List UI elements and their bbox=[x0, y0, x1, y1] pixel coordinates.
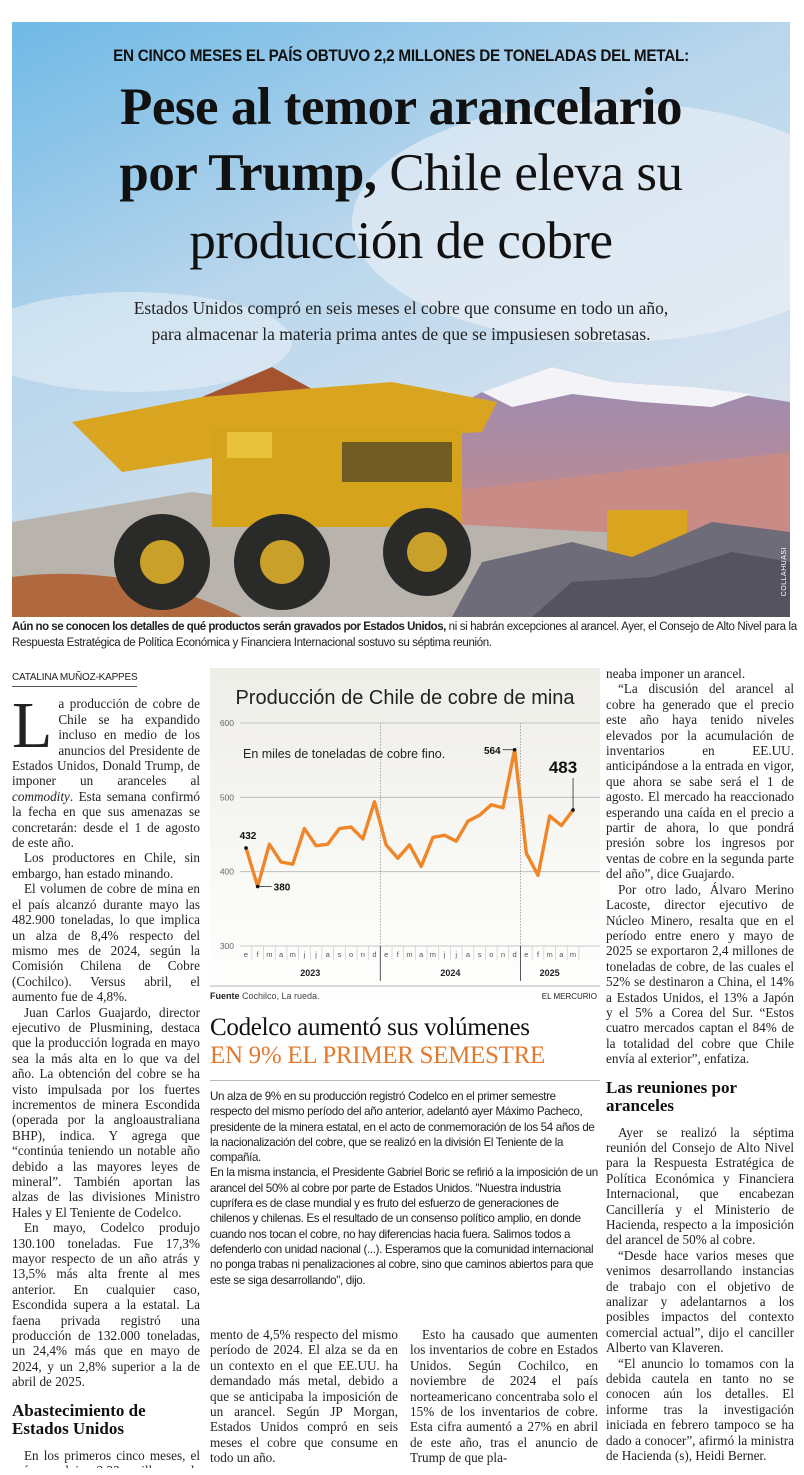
x-tick-label: m bbox=[430, 950, 436, 959]
byline: CATALINA MUÑOZ-KAPPES bbox=[12, 670, 138, 688]
article-column-2: mento de 4,5% respecto del mismo período… bbox=[210, 1327, 398, 1469]
year-label: 2023 bbox=[300, 968, 320, 978]
x-tick-label: d bbox=[513, 950, 517, 959]
x-tick-label: e bbox=[524, 950, 528, 959]
mining-truck-image bbox=[12, 22, 790, 617]
data-label: 564 bbox=[484, 746, 501, 757]
chart-publisher: EL MERCURIO bbox=[542, 992, 597, 1001]
x-tick-label: n bbox=[361, 950, 365, 959]
paragraph: Un alza de 9% en su producción registró … bbox=[210, 1090, 595, 1165]
x-tick-label: n bbox=[501, 950, 505, 959]
label-dot bbox=[512, 747, 517, 752]
x-tick-label: d bbox=[372, 950, 376, 959]
y-tick-label: 500 bbox=[220, 792, 234, 802]
article-column-4: neaba imponer un arancel. “La discusión … bbox=[606, 666, 794, 1468]
kicker: EN CINCO MESES EL PAÍS OBTUVO 2,2 MILLON… bbox=[113, 46, 689, 65]
x-tick-label: m bbox=[290, 950, 296, 959]
x-tick-label: s bbox=[478, 950, 482, 959]
x-tick-label: o bbox=[489, 950, 493, 959]
x-tick-label: f bbox=[257, 950, 260, 959]
y-tick-label: 300 bbox=[220, 941, 234, 951]
x-tick-label: j bbox=[454, 950, 457, 959]
paragraph: En la misma instancia, el Presidente Gab… bbox=[210, 1166, 598, 1287]
sidebar-title: Codelco aumentó sus volúmenes bbox=[210, 1014, 530, 1041]
photo-credit: COLLAHUASI bbox=[781, 547, 788, 597]
paragraph: En mayo, Codelco produjo 130.100 tonelad… bbox=[12, 1220, 200, 1390]
data-label: 483 bbox=[549, 758, 577, 777]
x-tick-label: m bbox=[406, 950, 412, 959]
paragraph: “El anuncio lo tomamos con la debida cau… bbox=[606, 1355, 794, 1464]
paragraph: En los primeros cinco meses, el país pro… bbox=[12, 1447, 200, 1468]
subhead: Abastecimiento de Estados Unidos bbox=[12, 1400, 146, 1438]
subhead: Las reuniones por aranceles bbox=[606, 1077, 737, 1115]
paragraph: Esto ha causado que aumenten los inventa… bbox=[410, 1327, 598, 1466]
paragraph: Juan Carlos Guajardo, director ejecutivo… bbox=[12, 1004, 200, 1220]
data-label: 432 bbox=[240, 831, 257, 842]
hero-photo: EN CINCO MESES EL PAÍS OBTUVO 2,2 MILLON… bbox=[12, 22, 790, 617]
paragraph: Los productores en Chile, sin embargo, h… bbox=[12, 850, 200, 881]
y-tick-label: 600 bbox=[220, 718, 234, 728]
y-tick-label: 400 bbox=[220, 867, 234, 877]
sidebar-body: Un alza de 9% en su producción registró … bbox=[210, 1080, 600, 1288]
headline-line-1: Pese al temor arancelario bbox=[120, 78, 682, 136]
paragraph: neaba imponer un arancel. bbox=[606, 666, 746, 681]
chart: Producción de Chile de cobre de mina En … bbox=[210, 668, 790, 1005]
year-label: 2025 bbox=[540, 968, 560, 978]
x-tick-label: m bbox=[547, 950, 553, 959]
data-label: 380 bbox=[274, 883, 291, 894]
x-tick-label: a bbox=[326, 950, 331, 959]
x-tick-label: j bbox=[314, 950, 317, 959]
paragraph: mento de 4,5% respecto del mismo período… bbox=[210, 1327, 398, 1466]
x-tick-label: o bbox=[349, 950, 353, 959]
x-tick-label: a bbox=[466, 950, 471, 959]
paragraph: “La discusión del arancel al cobre ha ge… bbox=[606, 681, 794, 882]
photo-caption: Aún no se conocen los detalles de qué pr… bbox=[12, 621, 797, 649]
paragraph: Ayer se realizó la séptima reunión del C… bbox=[606, 1124, 794, 1248]
label-dot bbox=[255, 884, 260, 889]
x-tick-label: a bbox=[559, 950, 564, 959]
x-tick-label: s bbox=[338, 950, 342, 959]
paragraph: “Desde hace varios meses que venimos des… bbox=[606, 1247, 794, 1356]
drop-cap: L bbox=[12, 689, 53, 763]
sidebar-title-highlight: EN 9% EL PRIMER SEMESTRE bbox=[210, 1042, 545, 1069]
truck bbox=[72, 382, 497, 610]
chart-source-label: Fuente bbox=[210, 991, 240, 1001]
headline-line-2: por Trump, Chile eleva su bbox=[119, 144, 683, 202]
label-dot bbox=[244, 846, 248, 850]
deck: Estados Unidos compró en seis meses el c… bbox=[133, 298, 669, 344]
x-tick-label: j bbox=[443, 950, 446, 959]
chart-subtitle: En miles de toneladas de cobre fino. bbox=[243, 747, 445, 761]
chart-title: Producción de Chile de cobre de mina bbox=[235, 687, 575, 709]
x-tick-label: f bbox=[537, 950, 540, 959]
headline-line-3: producción de cobre bbox=[189, 212, 613, 270]
chart-source: Cochilco, La rueda. bbox=[242, 991, 320, 1001]
year-label: 2024 bbox=[440, 968, 460, 978]
paragraph: El volumen de cobre de mina en el país a… bbox=[12, 881, 200, 1005]
codelco-sidebar: Codelco aumentó sus volúmenes EN 9% EL P… bbox=[210, 1013, 600, 1287]
x-tick-label: a bbox=[419, 950, 424, 959]
x-tick-label: m bbox=[570, 950, 576, 959]
article-column-3: Esto ha causado que aumenten los inventa… bbox=[410, 1327, 598, 1469]
x-tick-label: j bbox=[303, 950, 306, 959]
production-line bbox=[244, 748, 575, 889]
x-tick-label: a bbox=[279, 950, 284, 959]
paragraph: Por otro lado, Álvaro Merino Lacoste, di… bbox=[606, 881, 794, 1067]
x-tick-label: e bbox=[244, 950, 248, 959]
x-tick-label: m bbox=[266, 950, 272, 959]
x-tick-label: e bbox=[384, 950, 388, 959]
x-tick-label: f bbox=[397, 950, 400, 959]
